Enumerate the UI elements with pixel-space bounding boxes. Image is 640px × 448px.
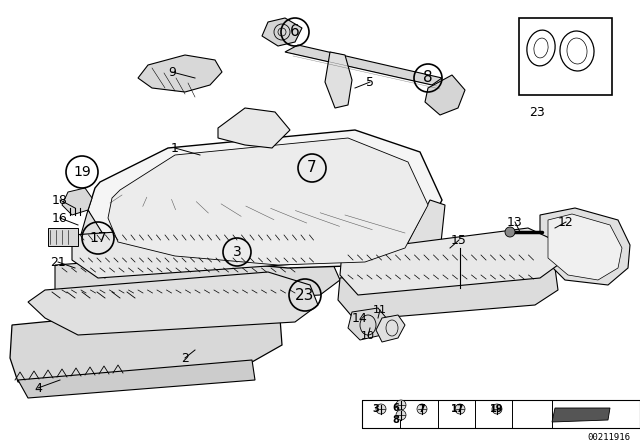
Text: 4: 4 bbox=[34, 382, 42, 395]
Text: 2: 2 bbox=[181, 352, 189, 365]
Polygon shape bbox=[548, 214, 622, 280]
Text: 1: 1 bbox=[171, 142, 179, 155]
Polygon shape bbox=[80, 210, 118, 278]
Bar bbox=[519, 18, 612, 95]
Text: 15: 15 bbox=[451, 233, 467, 246]
Text: 19: 19 bbox=[73, 165, 91, 179]
Polygon shape bbox=[218, 108, 290, 148]
Circle shape bbox=[376, 404, 386, 414]
Polygon shape bbox=[55, 248, 340, 310]
Polygon shape bbox=[72, 220, 345, 278]
Text: 14: 14 bbox=[352, 311, 368, 324]
Text: 3: 3 bbox=[232, 245, 241, 259]
Text: 23: 23 bbox=[529, 105, 545, 119]
Polygon shape bbox=[325, 52, 352, 108]
Text: 17: 17 bbox=[89, 231, 107, 245]
Circle shape bbox=[396, 410, 406, 420]
Text: 8: 8 bbox=[392, 415, 399, 425]
Polygon shape bbox=[376, 315, 405, 342]
Text: 19: 19 bbox=[490, 404, 504, 414]
Text: 17: 17 bbox=[451, 404, 465, 414]
Bar bbox=[48, 228, 78, 246]
Text: 00211916: 00211916 bbox=[587, 433, 630, 442]
Polygon shape bbox=[425, 75, 465, 115]
Text: 21: 21 bbox=[50, 255, 66, 268]
Polygon shape bbox=[28, 272, 318, 335]
Text: 9: 9 bbox=[168, 65, 176, 78]
Polygon shape bbox=[405, 200, 445, 268]
Polygon shape bbox=[552, 408, 610, 422]
Polygon shape bbox=[10, 302, 282, 382]
Polygon shape bbox=[262, 18, 302, 46]
Text: 6: 6 bbox=[392, 403, 399, 413]
Text: 18: 18 bbox=[52, 194, 68, 207]
Circle shape bbox=[505, 227, 515, 237]
Polygon shape bbox=[108, 138, 428, 265]
Text: 7: 7 bbox=[419, 404, 426, 414]
Polygon shape bbox=[138, 55, 222, 92]
Polygon shape bbox=[62, 188, 92, 215]
Bar bbox=[362, 400, 640, 428]
Polygon shape bbox=[340, 228, 562, 295]
Circle shape bbox=[492, 404, 502, 414]
Polygon shape bbox=[540, 208, 630, 285]
Circle shape bbox=[396, 400, 406, 410]
Text: 6: 6 bbox=[290, 25, 300, 39]
Text: 3: 3 bbox=[372, 404, 380, 414]
Polygon shape bbox=[338, 255, 558, 320]
Polygon shape bbox=[285, 45, 442, 85]
Text: 16: 16 bbox=[52, 211, 68, 224]
Circle shape bbox=[455, 404, 465, 414]
Circle shape bbox=[417, 404, 427, 414]
Text: 7: 7 bbox=[307, 160, 317, 176]
Text: 10: 10 bbox=[361, 331, 375, 341]
Text: 8: 8 bbox=[423, 70, 433, 86]
Polygon shape bbox=[18, 360, 255, 398]
Text: 13: 13 bbox=[507, 215, 523, 228]
Text: 5: 5 bbox=[366, 76, 374, 89]
Text: 12: 12 bbox=[558, 215, 574, 228]
Polygon shape bbox=[88, 130, 442, 268]
Polygon shape bbox=[348, 308, 388, 340]
Text: 23: 23 bbox=[295, 288, 315, 302]
Text: 11: 11 bbox=[373, 305, 387, 315]
